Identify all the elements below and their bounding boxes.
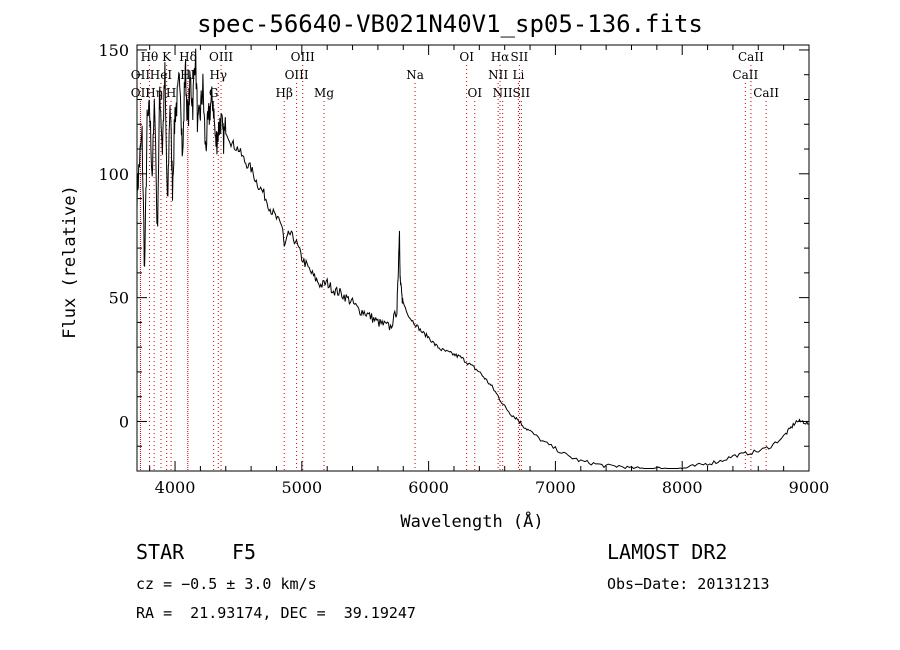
y-tick-label: 50 [109, 289, 129, 308]
marker-label: Hθ [141, 50, 159, 64]
observation-date: Obs−Date: 20131213 [607, 575, 770, 593]
x-tick-label: 7000 [535, 478, 576, 497]
axis-ticks: 4000 5000 6000 7000 8000 9000 0 50 100 150 [98, 41, 829, 497]
marker-label: NII [493, 86, 513, 100]
marker-label: K [162, 50, 172, 64]
marker-label: Hβ [276, 86, 293, 100]
marker-label: CaII [738, 50, 764, 64]
marker-label: NII [488, 68, 508, 82]
marker-label: Na [406, 68, 424, 82]
x-tick-label: 5000 [281, 478, 322, 497]
marker-label: Hγ [209, 68, 227, 82]
y-tick-label: 150 [98, 41, 129, 60]
marker-label: OI [459, 50, 474, 64]
y-tick-label: 0 [119, 412, 129, 431]
object-subclass: F5 [232, 540, 257, 564]
coordinates: RA = 21.93174, DEC = 39.19247 [136, 604, 416, 622]
x-tick-label: 6000 [408, 478, 449, 497]
x-tick-label: 9000 [789, 478, 830, 497]
object-class: STAR [136, 540, 185, 564]
marker-label: Hα [491, 50, 510, 64]
y-axis-label: Flux (relative) [60, 185, 80, 339]
marker-label: HeI [150, 68, 173, 82]
survey-name: LAMOST DR2 [607, 540, 728, 564]
marker-label: Hδ [179, 50, 197, 64]
marker-label: G [209, 86, 219, 100]
plot-frame [136, 44, 810, 472]
marker-label: SII [512, 86, 530, 100]
marker-label: Li [512, 68, 524, 82]
marker-label: OII [131, 86, 151, 100]
y-tick-label: 100 [98, 165, 129, 184]
spectrum-line [136, 48, 810, 470]
x-axis-label: Wavelength (Å) [400, 512, 544, 532]
marker-label: OI [467, 86, 482, 100]
chart-title: spec-56640-VB021N40V1_sp05-136.fits [197, 10, 703, 38]
marker-label: SII [511, 50, 529, 64]
spectrum-series [136, 48, 810, 470]
marker-label: CaII [753, 86, 779, 100]
marker-label: OIII [285, 68, 309, 82]
marker-label: Mg [314, 86, 334, 100]
redshift-cz: cz = −0.5 ± 3.0 km/s [136, 575, 317, 593]
x-tick-label: 4000 [155, 478, 196, 497]
marker-label: HI [180, 68, 195, 82]
marker-label: OIII [291, 50, 315, 64]
marker-label: OIII [209, 50, 233, 64]
marker-label: H [166, 86, 176, 100]
x-tick-label: 8000 [662, 478, 703, 497]
marker-label: CaII [732, 68, 758, 82]
marker-label: Hη [145, 86, 163, 100]
